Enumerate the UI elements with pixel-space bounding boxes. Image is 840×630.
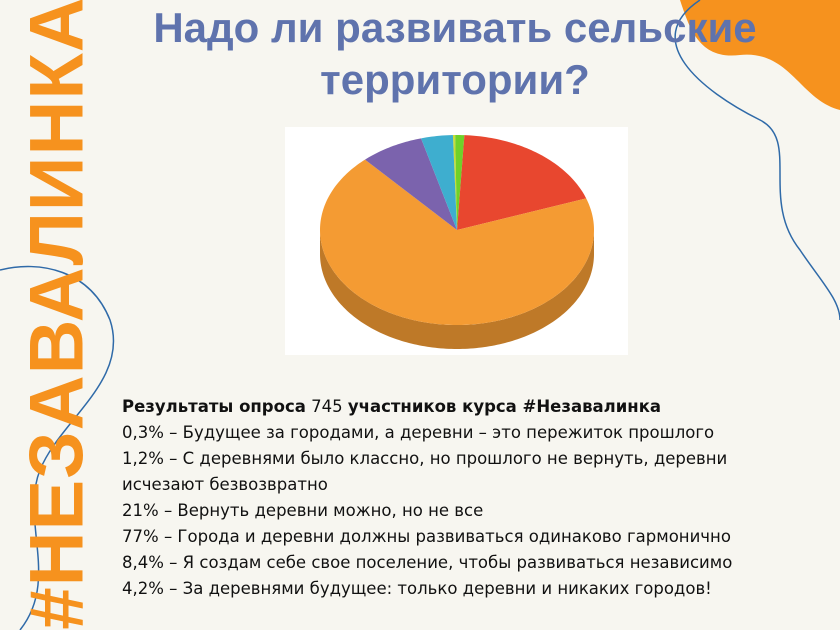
pie-side [320,230,594,349]
participants: 745 [311,397,343,416]
value-label: 21% [122,501,159,520]
pie-slice [421,135,457,230]
pie-chart [285,127,628,355]
pie-slice [320,159,594,325]
value-label: 4,2% [122,579,164,598]
pie-slice [457,135,587,230]
legend-list: Результаты опроса 745 участников курса #… [122,394,802,602]
legend-item: 1,2% – С деревнями было классно, но прош… [122,446,802,498]
pie-slice [452,135,457,230]
legend-text: – Вернуть деревни можно, но не все [163,501,484,520]
legend-item: 77% – Города и деревни должны развиватьс… [122,524,802,550]
legend-item: 8,4% – Я создам себе свое поселение, что… [122,550,802,576]
legend-text: – Будущее за городами, а деревни – это п… [169,423,715,442]
legend-text: – Города и деревни должны развиваться од… [163,527,731,546]
value-label: 1,2% [122,449,164,468]
pie-slice [455,135,465,230]
legend-item: 4,2% – За деревнями будущее: только дере… [122,576,802,602]
legend-text: – За деревнями будущее: только деревни и… [169,579,712,598]
pie-slice [365,138,457,230]
legend-item: 21% – Вернуть деревни можно, но не все [122,498,802,524]
value-label: 77% [122,527,159,546]
value-label: 0,3% [122,423,164,442]
survey-heading: Результаты опроса 745 участников курса #… [122,394,802,420]
brand: #НЕЗАВАЛИНКА [14,0,100,630]
legend-item: 0,3% – Будущее за городами, а деревни – … [122,420,802,446]
chart-title: Надо ли развивать сельские территории? [153,4,757,103]
blue-curve [0,265,115,630]
legend-text: – Я создам себе свое поселение, чтобы ра… [169,553,733,572]
value-label: 8,4% [122,553,164,572]
orange-blob [680,0,840,110]
blue-curve [674,0,840,321]
survey-prefix: Результаты опроса [122,397,306,416]
legend-text: – С деревнями было классно, но прошлого … [122,449,728,494]
survey-suffix: участников курса #Незавалинка [347,397,662,416]
